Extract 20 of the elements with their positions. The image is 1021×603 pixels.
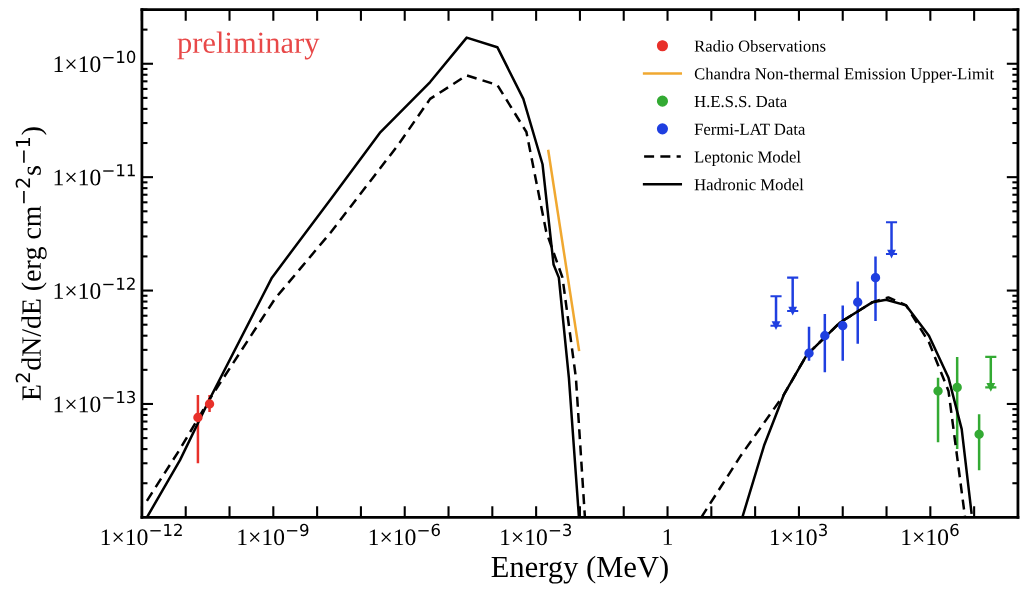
x-tick-label: 1×10$^{−3}$ <box>501 523 572 546</box>
x-tick-label: 1×10$^{−9}$ <box>238 523 309 546</box>
x-tick-label: 1 <box>663 529 673 545</box>
legend-label: Chandra Non-thermal Emission Upper-Limit <box>694 67 995 83</box>
y-tick-label: 1×10$^{−11}$ <box>54 164 135 186</box>
legend-label: Hadronic Model <box>694 178 804 191</box>
x-tick-label: 1×10$^{3}$ <box>770 523 827 546</box>
y-tick-label: 1×10$^{−13}$ <box>54 390 136 413</box>
legend-label: Radio Observations <box>694 39 826 52</box>
y-axis-title: E$^{2}$dN/dE (erg cm$^{−2}$s$^{−1}$) <box>15 127 47 401</box>
legend-label: H.E.S.S. Data <box>694 95 787 108</box>
y-tick-label: 1×10$^{−10}$ <box>54 50 136 73</box>
y-tick-label: 1×10$^{−12}$ <box>54 277 135 299</box>
legend-label: Leptonic Model <box>694 150 801 166</box>
legend-label: Fermi-LAT Data <box>694 123 806 135</box>
x-axis-title: Energy (MeV) <box>491 555 668 584</box>
x-tick-label: 1×10$^{6}$ <box>902 523 959 546</box>
annotation: preliminary <box>177 31 320 60</box>
x-tick-label: 1×10$^{−6}$ <box>369 523 440 546</box>
x-tick-label: 1×10$^{−12}$ <box>101 523 182 546</box>
